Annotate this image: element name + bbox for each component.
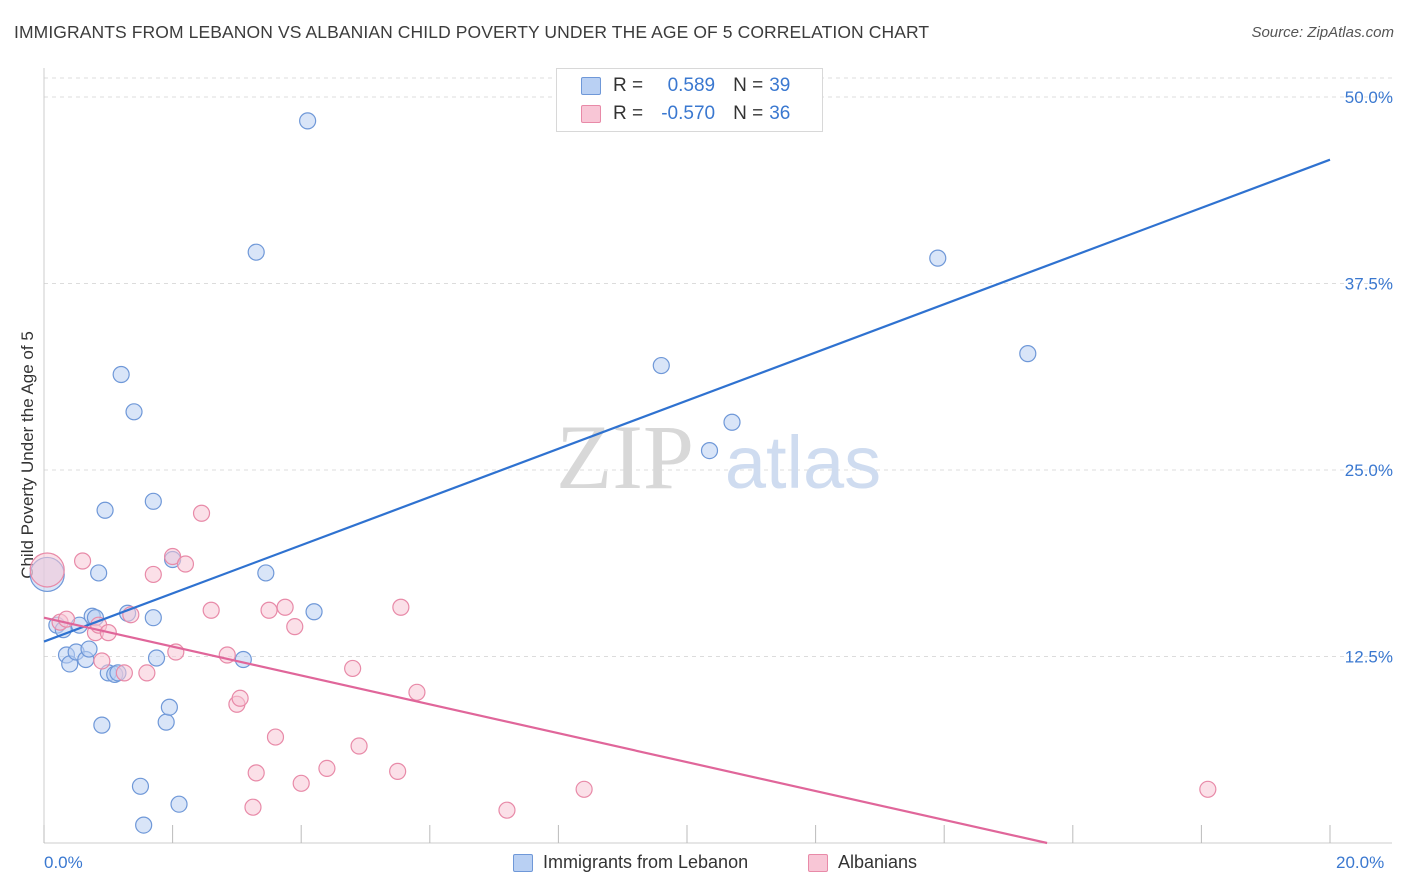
point-albanians-5 <box>93 652 111 670</box>
point-albanians-14 <box>192 504 211 522</box>
watermark-atlas: atlas <box>725 421 881 504</box>
point-albanians-21 <box>260 601 278 619</box>
legend-row-lebanon: R = 0.589 N = 39 <box>581 73 790 99</box>
trend-line-albanians <box>43 616 1048 845</box>
point-lebanon-20 <box>131 777 150 795</box>
point-lebanon-28 <box>170 795 188 813</box>
point-albanians-20 <box>244 798 262 816</box>
series-legend: Immigrants from Lebanon Albanians <box>0 852 1406 878</box>
correlation-legend: R = 0.589 N = 39 R = -0.570 N = 36 <box>556 68 823 132</box>
point-lebanon-25 <box>157 713 175 731</box>
x-axis-max-label: 20.0% <box>1336 853 1385 872</box>
y-tick-label-12.5: 12.5% <box>1345 648 1393 667</box>
point-albanians-32 <box>498 801 516 819</box>
point-albanians-15 <box>202 601 220 619</box>
point-lebanon-38 <box>1019 345 1037 363</box>
r-value: -0.570 <box>661 103 716 124</box>
point-albanians-27 <box>344 659 362 678</box>
legend-row-albanians: R = -0.570 N = 36 <box>581 101 790 127</box>
n-label: N = <box>733 103 764 124</box>
point-albanians-24 <box>286 618 304 636</box>
legend-label-lebanon: Immigrants from Lebanon <box>543 852 749 872</box>
point-lebanon-11 <box>90 564 108 582</box>
point-albanians-29 <box>389 762 407 780</box>
trend-line-lebanon <box>43 158 1331 643</box>
point-lebanon-31 <box>257 564 275 582</box>
r-label: R = <box>613 75 644 96</box>
axes <box>43 68 1392 844</box>
y-tick-label-50: 50.0% <box>1345 88 1393 107</box>
point-albanians-23 <box>276 598 294 616</box>
point-lebanon-24 <box>147 649 166 667</box>
legend-item-albanians[interactable]: Albanians <box>808 852 917 873</box>
point-albanians-7 <box>115 664 133 682</box>
watermark: ZIP atlas <box>556 406 881 508</box>
point-lebanon-30 <box>247 243 265 261</box>
legend-swatch-pink <box>808 853 828 872</box>
gridlines <box>44 77 1392 657</box>
point-albanians-9 <box>138 664 156 682</box>
point-albanians-0 <box>29 552 65 588</box>
y-tick-labels: 12.5% 25.0% 37.5% 50.0% <box>1345 88 1393 667</box>
point-albanians-11 <box>164 547 182 566</box>
legend-label-albanians: Albanians <box>838 852 918 872</box>
legend-swatch-blue <box>513 853 533 872</box>
point-albanians-10 <box>144 565 162 584</box>
point-albanians-18 <box>231 689 249 707</box>
chart-title: IMMIGRANTS FROM LEBANON VS ALBANIAN CHIL… <box>14 22 930 42</box>
point-albanians-19 <box>247 764 265 782</box>
source-credit: Source: ZipAtlas.com <box>1251 24 1394 41</box>
point-lebanon-12 <box>93 716 111 734</box>
point-albanians-31 <box>408 683 426 701</box>
point-albanians-22 <box>266 728 285 746</box>
point-lebanon-34 <box>652 356 670 375</box>
watermark-zip: ZIP <box>556 406 694 508</box>
point-albanians-25 <box>292 774 310 792</box>
point-albanians-12 <box>176 555 195 573</box>
point-lebanon-36 <box>723 413 741 431</box>
n-value: 39 <box>769 75 791 96</box>
point-albanians-28 <box>350 737 368 755</box>
n-label: N = <box>733 75 764 96</box>
legend-swatch-pink <box>581 105 601 123</box>
point-lebanon-29 <box>234 650 252 669</box>
trend-lines <box>43 158 1331 845</box>
legend-swatch-blue <box>581 77 601 95</box>
point-lebanon-33 <box>305 603 323 621</box>
point-albanians-30 <box>392 598 410 616</box>
point-lebanon-19 <box>125 403 143 421</box>
r-value: 0.589 <box>667 75 716 96</box>
data-points <box>29 112 1217 834</box>
point-lebanon-37 <box>929 249 947 267</box>
point-lebanon-35 <box>700 442 719 460</box>
point-lebanon-22 <box>144 492 162 510</box>
r-label: R = <box>613 103 644 124</box>
point-albanians-26 <box>318 759 336 778</box>
n-value: 36 <box>769 103 791 124</box>
y-tick-label-25: 25.0% <box>1345 461 1393 480</box>
point-albanians-35 <box>73 552 92 570</box>
point-lebanon-21 <box>135 816 153 834</box>
point-lebanon-26 <box>160 698 178 716</box>
point-albanians-33 <box>575 780 593 798</box>
point-albanians-34 <box>1199 780 1217 798</box>
y-tick-label-37.5: 37.5% <box>1345 275 1393 294</box>
x-axis-min-label: 0.0% <box>44 853 83 872</box>
point-lebanon-17 <box>112 365 130 384</box>
legend-item-lebanon[interactable]: Immigrants from Lebanon <box>513 852 748 873</box>
point-lebanon-8 <box>80 640 98 658</box>
point-lebanon-32 <box>299 112 317 130</box>
point-lebanon-23 <box>144 609 162 627</box>
point-lebanon-13 <box>96 501 114 519</box>
